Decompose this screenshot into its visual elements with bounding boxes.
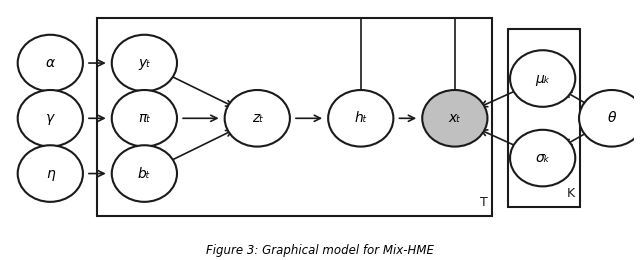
Ellipse shape <box>112 90 177 147</box>
Text: yₜ: yₜ <box>138 56 150 70</box>
Text: πₜ: πₜ <box>138 111 150 125</box>
Text: Figure 3: Graphical model for Mix-HME: Figure 3: Graphical model for Mix-HME <box>206 244 434 257</box>
Text: γ: γ <box>46 111 54 125</box>
Ellipse shape <box>225 90 290 147</box>
Text: η: η <box>46 167 54 180</box>
Ellipse shape <box>328 90 394 147</box>
Ellipse shape <box>18 145 83 202</box>
Bar <box>97 18 493 216</box>
Text: T: T <box>480 196 488 209</box>
Ellipse shape <box>18 35 83 91</box>
Ellipse shape <box>112 145 177 202</box>
Text: zₜ: zₜ <box>252 111 263 125</box>
Ellipse shape <box>510 130 575 186</box>
Text: α: α <box>45 56 55 70</box>
Bar <box>508 29 580 207</box>
Text: K: K <box>567 187 575 200</box>
Ellipse shape <box>579 90 640 147</box>
Ellipse shape <box>422 90 488 147</box>
Text: xₜ: xₜ <box>449 111 461 125</box>
Ellipse shape <box>510 50 575 107</box>
Text: θ: θ <box>607 111 616 125</box>
Text: μₖ: μₖ <box>535 72 550 86</box>
Text: σₖ: σₖ <box>535 151 550 165</box>
Text: hₜ: hₜ <box>355 111 367 125</box>
Ellipse shape <box>112 35 177 91</box>
Ellipse shape <box>18 90 83 147</box>
Text: bₜ: bₜ <box>138 167 151 180</box>
